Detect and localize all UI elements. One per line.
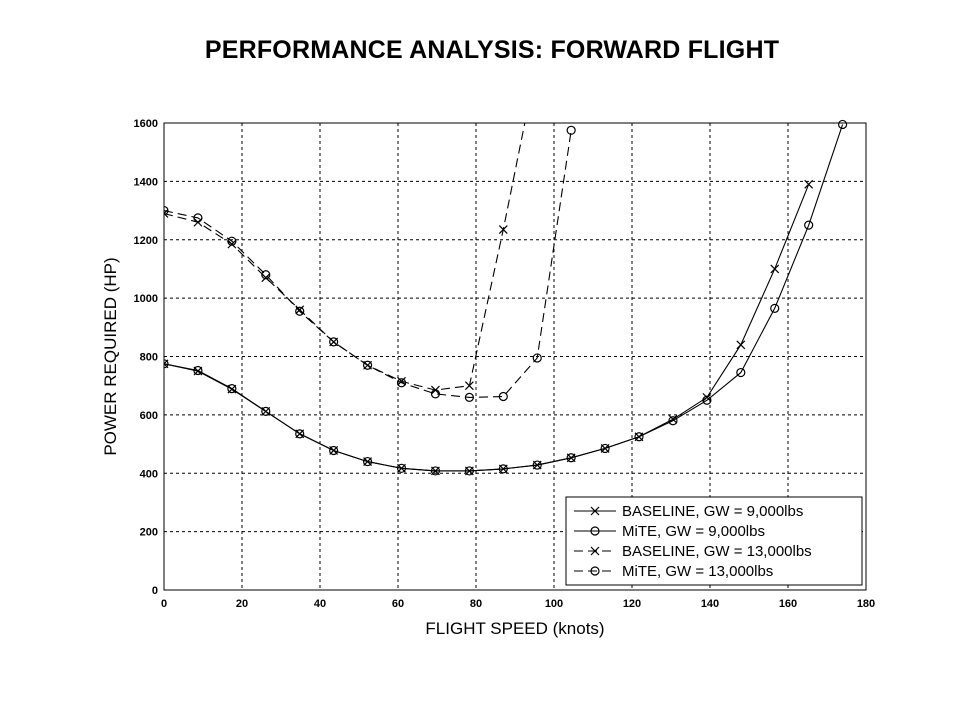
x-tick-label: 120 <box>623 598 641 610</box>
x-tick-label: 40 <box>314 598 326 610</box>
data-point <box>702 395 712 405</box>
data-point <box>227 236 237 246</box>
data-point <box>295 429 305 439</box>
series-line <box>164 122 526 391</box>
data-point <box>193 365 203 376</box>
legend-box <box>565 496 863 586</box>
data-point <box>464 381 474 391</box>
data-point <box>164 359 169 369</box>
x-tick-label: 100 <box>545 598 563 610</box>
legend-label: BASELINE, GW = 9,000lbs <box>622 503 803 520</box>
y-tick-label: 1400 <box>134 176 158 188</box>
legend-entry: BASELINE, GW = 13,000lbs <box>574 543 812 560</box>
y-tick-label: 1200 <box>134 235 158 247</box>
legend-marker <box>590 566 600 576</box>
series-4 <box>164 125 576 402</box>
legend-entry: MiTE, GW = 9,000lbs <box>574 523 765 540</box>
data-point <box>329 445 339 456</box>
data-point <box>227 384 237 394</box>
y-tick-label: 1600 <box>134 118 158 130</box>
data-point <box>600 443 610 454</box>
data-point <box>804 179 814 189</box>
legend-entry: BASELINE, GW = 9,000lbs <box>574 503 803 520</box>
legend-marker <box>590 506 600 516</box>
data-point <box>430 389 441 399</box>
x-tick-label: 0 <box>161 598 167 610</box>
y-tick-label: 800 <box>140 352 158 364</box>
data-point <box>193 213 203 223</box>
series-layer <box>164 119 848 476</box>
data-point <box>498 464 508 474</box>
y-tick-label: 0 <box>152 585 158 597</box>
data-point <box>770 303 780 313</box>
data-point <box>396 463 407 473</box>
data-point <box>329 337 339 347</box>
data-point <box>396 378 407 388</box>
page-title: PERFORMANCE ANALYSIS: FORWARD FLIGHT <box>204 36 780 64</box>
data-point <box>837 119 848 130</box>
data-point <box>464 392 474 402</box>
series-3 <box>164 122 526 395</box>
tick-labels: 0 20 40 60 80 100 120 140 160 180 0 200 400 600 800 100… <box>134 118 876 610</box>
y-tick-label: 200 <box>140 527 158 539</box>
legend-label: MiTE, GW = 13,000lbs <box>622 563 773 580</box>
data-point <box>498 391 508 402</box>
data-point <box>261 270 271 280</box>
data-point <box>804 220 814 230</box>
data-point <box>430 466 441 476</box>
data-point <box>566 453 576 463</box>
data-point <box>295 306 305 316</box>
data-point <box>770 264 780 274</box>
series-2 <box>164 119 848 476</box>
x-axis-label: FLIGHT SPEED (knots) <box>425 619 604 638</box>
legend-label: BASELINE, GW = 13,000lbs <box>622 543 812 560</box>
data-point <box>362 456 373 467</box>
x-tick-label: 180 <box>857 598 875 610</box>
grid <box>164 123 866 590</box>
legend-entry: MiTE, GW = 13,000lbs <box>574 563 773 580</box>
y-tick-label: 400 <box>140 468 158 480</box>
legend-marker <box>590 546 600 556</box>
series-line <box>164 130 572 398</box>
data-point <box>668 416 678 426</box>
data-point <box>532 460 542 470</box>
legend-label: MiTE, GW = 9,000lbs <box>622 523 765 540</box>
data-point <box>464 466 474 476</box>
data-point <box>634 432 644 442</box>
legend-marker <box>590 526 600 536</box>
x-tick-label: 20 <box>236 598 248 610</box>
x-tick-label: 80 <box>470 598 482 610</box>
series-line <box>164 124 844 472</box>
x-tick-label: 160 <box>779 598 797 610</box>
y-tick-label: 1000 <box>134 293 158 305</box>
data-point <box>498 225 508 234</box>
data-point <box>261 406 271 416</box>
y-tick-label: 600 <box>140 410 158 422</box>
plot-frame <box>163 122 867 591</box>
data-point <box>362 360 373 370</box>
data-point <box>702 392 712 402</box>
data-point <box>295 305 305 315</box>
series-line <box>164 184 810 472</box>
x-tick-label: 140 <box>701 598 719 610</box>
y-axis-label: POWER REQUIRED (HP) <box>101 257 120 455</box>
series-1 <box>164 179 814 476</box>
data-point <box>736 340 746 350</box>
legend: BASELINE, GW = 9,000lbs MiTE, GW = 9,000l… <box>565 496 863 586</box>
x-tick-label: 60 <box>392 598 404 610</box>
data-point <box>164 205 169 216</box>
data-point <box>566 125 576 135</box>
data-point <box>736 367 746 378</box>
data-point <box>261 273 271 283</box>
data-point <box>532 353 542 363</box>
data-point <box>227 239 237 249</box>
